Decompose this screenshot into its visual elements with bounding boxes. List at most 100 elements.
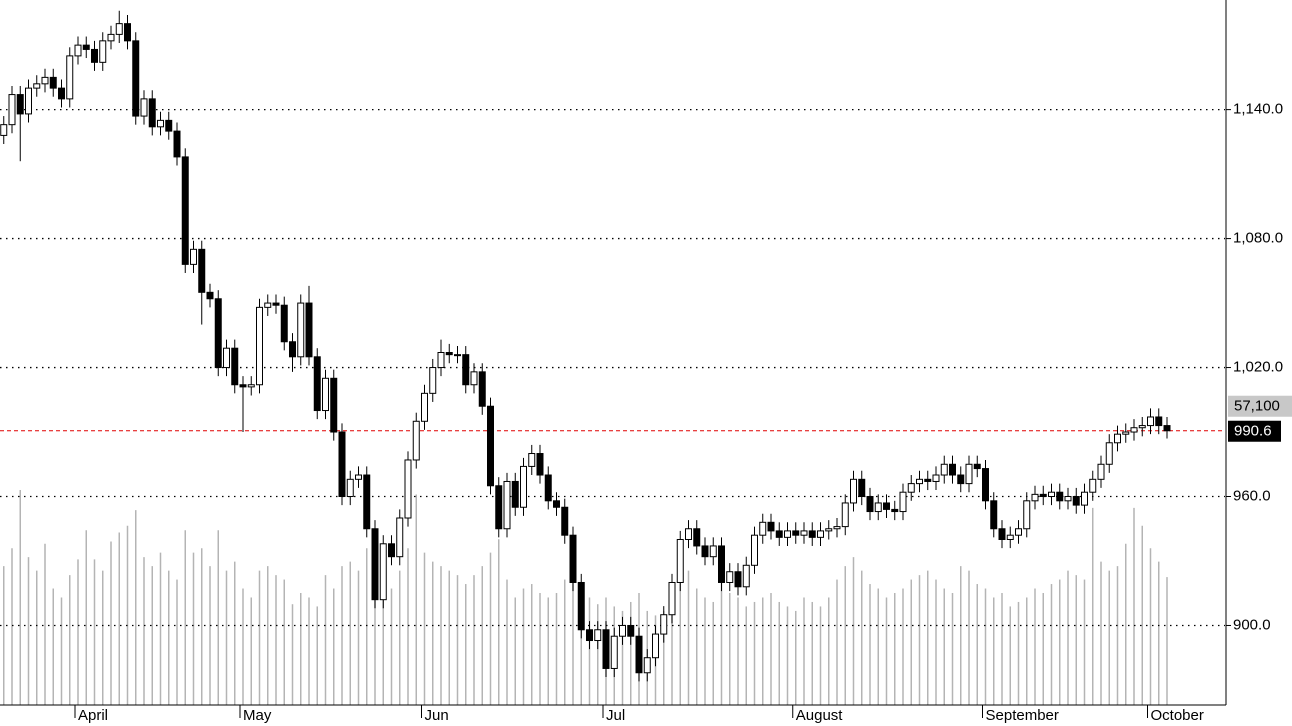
candle-body [206,291,214,300]
last-volume-label: 57,100 [1234,398,1280,415]
candle-body [256,306,263,386]
candle-body [1138,425,1146,429]
candle-body [165,119,173,132]
candle-body [1056,491,1064,502]
candle-body [734,571,742,588]
candle-body [998,528,1006,540]
candle-body [231,347,239,386]
candle-body [544,474,552,502]
candle-body [41,76,49,85]
candle-body [1015,528,1022,536]
candle-body [1105,442,1113,465]
candle-body [487,405,494,487]
candle-layer [0,10,1171,682]
candle-body [850,478,857,504]
candle-body [338,431,346,498]
candle-body [742,564,750,588]
candle-body [759,521,767,536]
candle-body [239,384,247,388]
y-tick-label: 1,080.0 [1233,230,1283,247]
candle-body [445,352,453,356]
last-price-box [1228,420,1281,442]
candle-body [1122,431,1130,435]
candle-body [784,530,791,538]
candle-body [421,392,428,422]
candle-body [124,23,131,42]
candle-body [0,124,8,136]
candle-body [264,302,272,308]
last-price-label: 990.6 [1234,423,1272,440]
candle-body [619,624,626,637]
candle-body [82,44,90,50]
candle-body [907,483,915,493]
candle-body [693,528,701,547]
candle-body [330,377,338,433]
candle-body [363,474,371,530]
candle-body [775,530,783,538]
y-tick-label: 900.0 [1233,616,1271,633]
candle-body [157,119,164,128]
candle-body [627,624,635,637]
candle-body [817,530,824,538]
candle-body [371,528,379,601]
candle-body [107,33,115,42]
candle-body [503,480,511,530]
candle-body [8,94,16,126]
candle-body [553,500,560,508]
candle-body [718,545,725,583]
candle-body [891,508,899,513]
candle-body [99,40,107,63]
candle-body [800,530,808,536]
candle-body [190,248,197,265]
candle-body [520,465,527,508]
candle-body [49,76,57,89]
candle-body [643,657,651,674]
candle-body [429,367,437,394]
candle-body [709,545,717,558]
candle-body [586,629,593,642]
candle-body [495,485,503,530]
candle-body [454,354,461,357]
x-tick-label: May [243,707,272,724]
candle-body [1163,425,1171,432]
candle-body [982,468,989,502]
candle-body [825,528,833,532]
candle-body [924,478,932,482]
candle-body [478,371,486,407]
candle-body [883,502,890,510]
candle-body [940,463,948,476]
candle-body [388,543,395,558]
candle-body [355,474,362,480]
candle-body [1072,496,1080,506]
candle-body [726,571,734,583]
candle-body [973,463,981,470]
candle-body [412,420,420,461]
candle-body [1114,433,1121,444]
candle-body [808,530,816,538]
candle-body [767,521,775,532]
candle-body [437,352,445,369]
candle-body [932,474,940,482]
candle-body [536,453,544,476]
candle-body [569,534,577,583]
candle-body [668,581,676,616]
candle-body [685,528,692,540]
candle-body [916,478,923,485]
candle-body [470,371,478,386]
candle-body [173,130,181,158]
candle-body [990,500,998,530]
candle-body [379,543,387,601]
candle-body [148,98,156,128]
candle-body [132,40,140,117]
x-tick-label: October [1151,707,1204,724]
candle-body [404,459,412,519]
candle-body [462,354,470,386]
candle-body [1031,493,1039,502]
candle-body [833,526,841,530]
x-tick-label: September [986,707,1059,724]
candle-body [949,463,956,476]
grid-layer [0,108,1225,627]
candle-body [528,453,536,467]
